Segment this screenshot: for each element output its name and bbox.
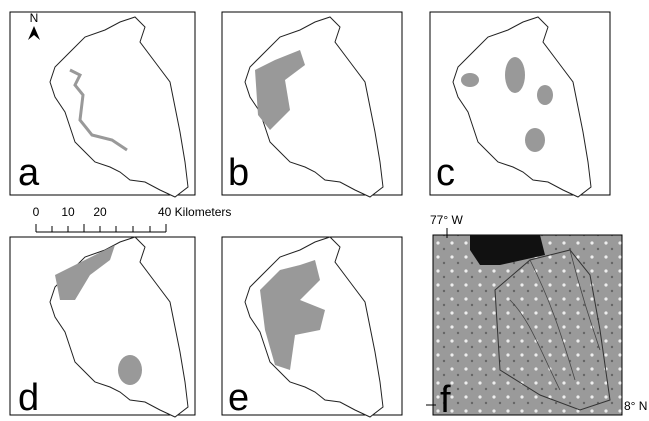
scale-bar: 0 10 20 40 Kilometers — [33, 205, 232, 232]
scale-line — [36, 224, 166, 232]
north-label: N — [30, 11, 39, 25]
longitude-label: 77° W — [430, 213, 463, 227]
class-area — [537, 85, 553, 105]
class-area — [461, 73, 479, 87]
panel-f: 77° W 8° N f — [426, 213, 647, 421]
panel-c: c — [430, 12, 610, 197]
panel-label: f — [440, 379, 451, 421]
panel-d: d — [10, 237, 195, 419]
figure: N a b c 0 10 20 40 Kilometers d e — [0, 0, 649, 421]
panel-label: e — [228, 377, 249, 419]
scale-label: 0 — [33, 205, 40, 219]
scale-label: 20 — [93, 205, 107, 219]
class-area — [118, 355, 142, 385]
panel-a: N a — [10, 11, 195, 197]
scale-label: 10 — [61, 205, 75, 219]
panel-e: e — [222, 237, 402, 419]
class-area — [505, 57, 525, 93]
panel-label: d — [18, 377, 39, 419]
panel-b: b — [222, 12, 402, 197]
class-area — [525, 128, 545, 152]
scale-label: 40 Kilometers — [158, 205, 231, 219]
map-figure: N a b c 0 10 20 40 Kilometers d e — [0, 0, 649, 421]
panel-label: c — [436, 152, 455, 194]
panel-label: b — [228, 152, 249, 194]
panel-label: a — [18, 152, 40, 194]
latitude-label: 8° N — [624, 399, 647, 413]
